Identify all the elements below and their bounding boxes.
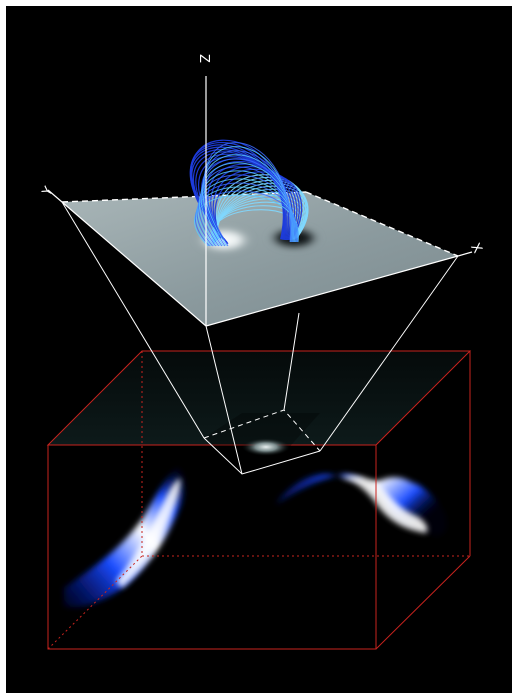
field-line [216,177,307,240]
field-line [204,142,291,247]
frustum-edge-front [205,325,243,475]
plane-surface [62,192,458,326]
field-line [210,166,298,241]
x-axis-label: X [467,241,484,256]
projection-frustum [61,201,459,475]
plane-edge-back-left [61,191,307,203]
field-line [212,168,300,240]
box-top-face [48,351,470,445]
plane-edge-front-right [205,255,459,327]
frustum-edge-back [283,312,300,411]
emission-structure [64,468,447,608]
box-right-bottom-edge [375,555,471,650]
frustum-edge-left [61,201,205,439]
y-axis-label: Y [39,184,56,199]
y-axis [47,189,63,203]
plane-edge-front-left [61,201,207,327]
field-line [217,179,308,240]
visualization-svg: Z Y X [39,54,485,650]
x-axis [457,251,473,257]
frustum-edge-right [319,255,459,452]
plane-edge-back-right [305,191,459,257]
box-hidden-edge-3 [47,555,143,650]
visualization-canvas: Z Y X [6,6,512,693]
emission-left-lobe [64,468,185,608]
magnetogram-plane [61,191,459,327]
emission-left-core [116,478,181,588]
emission-right-core [341,476,428,533]
footprint-spot [242,438,290,456]
emission-volume-box [46,350,472,650]
z-axis-label: Z [196,54,211,63]
